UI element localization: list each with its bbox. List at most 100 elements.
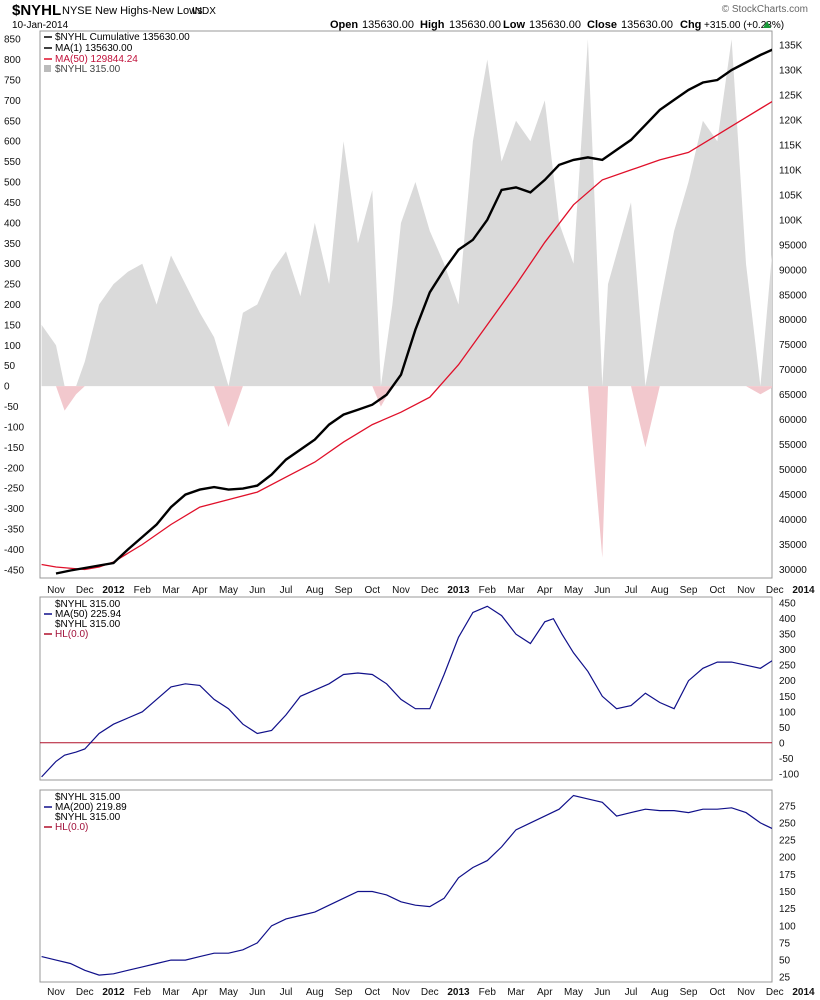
x-tick-label: Jul (625, 987, 638, 998)
ma50-tick-label: 0 (779, 738, 785, 749)
x-tick-label: May (564, 585, 583, 596)
ma50-tick-label: 350 (779, 630, 796, 641)
left-tick-label: 550 (4, 157, 21, 168)
x-tick-label: Nov (47, 585, 65, 596)
ma200-tick-label: 150 (779, 887, 796, 898)
right-tick-label: 65000 (779, 390, 807, 401)
hl-area-positive (41, 39, 772, 387)
chg-value: +315.00 (+0.23%) (704, 20, 784, 31)
ma50-tick-label: 100 (779, 707, 796, 718)
main-hl-area (41, 39, 772, 558)
right-tick-label: 40000 (779, 515, 807, 526)
x-tick-label: Oct (710, 987, 726, 998)
x-tick-label: Sep (680, 987, 698, 998)
x-tick-label: Dec (766, 987, 784, 998)
x-tick-label: 2014 (792, 987, 815, 998)
left-tick-label: -150 (4, 443, 24, 454)
x-axis-main: Nov Dec 2012 Feb Mar Apr May Jun Jul Aug Sep Oct Nov… (47, 585, 815, 596)
right-tick-label: 70000 (779, 365, 807, 376)
x-tick-label: May (219, 987, 238, 998)
right-tick-label: 90000 (779, 265, 807, 276)
x-tick-label: Sep (335, 987, 353, 998)
right-tick-label: 110K (779, 165, 802, 176)
hl-area-negative (41, 386, 772, 558)
x-tick-label: Aug (651, 987, 669, 998)
x-tick-label: 2013 (447, 585, 470, 596)
ma50-tick-label: 250 (779, 661, 796, 672)
ma50-panel-frame (39, 596, 773, 781)
legend-nyhl: $NYHL 315.00 (55, 64, 121, 75)
open-label: Open (330, 19, 358, 31)
close-value: 135630.00 (621, 19, 673, 31)
x-tick-label: Jun (249, 585, 265, 596)
left-tick-label: -50 (4, 402, 19, 413)
left-tick-label: -200 (4, 463, 24, 474)
left-tick-label: -250 (4, 484, 24, 495)
x-tick-label: Nov (47, 987, 65, 998)
left-tick-label: 200 (4, 300, 21, 311)
left-tick-label: 150 (4, 320, 21, 331)
x-tick-label: Dec (76, 987, 94, 998)
right-tick-label: 100K (779, 215, 803, 226)
ma200-tick-label: 275 (779, 801, 796, 812)
ma200-tick-label: 225 (779, 836, 796, 847)
x-tick-label: Feb (479, 585, 497, 596)
x-tick-label: Mar (162, 987, 180, 998)
ma200-tick-label: 50 (779, 956, 791, 967)
x-tick-label: Jun (249, 987, 265, 998)
x-tick-label: Jun (594, 585, 610, 596)
ma200-legend: $NYHL 315.00 MA(200) 219.89 $NYHL 315.00… (44, 792, 127, 833)
x-tick-label: 2012 (102, 987, 125, 998)
ma50-line (41, 100, 772, 571)
legend-cumulative: $NYHL Cumulative 135630.00 (55, 32, 190, 43)
left-tick-label: 500 (4, 178, 21, 189)
x-tick-label: Oct (365, 987, 381, 998)
ma200-tick-label: 75 (779, 938, 791, 949)
chart-symbol: $NYHL (12, 2, 61, 19)
up-triangle-icon (763, 21, 771, 28)
x-tick-label: Sep (680, 585, 698, 596)
p2-legend-ma50: MA(50) 225.94 (55, 609, 122, 620)
x-tick-label: Nov (737, 585, 755, 596)
p2-legend-nyhl2: $NYHL 315.00 (55, 619, 121, 630)
right-tick-label: 80000 (779, 315, 807, 326)
p3-legend-nyhl2: $NYHL 315.00 (55, 812, 121, 823)
x-tick-label: Sep (335, 585, 353, 596)
chart-symbol-name: NYSE New Highs-New Lows (62, 5, 203, 17)
legend-ma50: MA(50) 129844.24 (55, 54, 138, 65)
low-label: Low (503, 19, 525, 31)
left-tick-label: 50 (4, 361, 16, 372)
right-tick-label: 85000 (779, 290, 807, 301)
left-tick-label: 300 (4, 259, 21, 270)
x-tick-label: Apr (192, 585, 208, 596)
x-tick-label: Jul (280, 987, 293, 998)
ma50-tick-label: 50 (779, 723, 791, 734)
x-tick-label: Feb (134, 987, 152, 998)
x-tick-label: Dec (766, 585, 784, 596)
high-label: High (420, 19, 445, 31)
ma200-tick-label: 175 (779, 870, 796, 881)
watermark: © StockCharts.com (722, 4, 808, 15)
x-tick-label: Aug (306, 585, 324, 596)
left-tick-label: 400 (4, 218, 21, 229)
right-tick-label: 130K (779, 66, 803, 77)
x-tick-label: Apr (537, 585, 553, 596)
ma200-tick-label: 200 (779, 853, 796, 864)
open-value: 135630.00 (362, 19, 414, 31)
cumulative-line (55, 48, 772, 575)
ma50-blue-line (41, 605, 772, 778)
main-legend: $NYHL Cumulative 135630.00 MA(1) 135630.… (44, 32, 190, 75)
left-tick-label: 700 (4, 96, 21, 107)
ma50-tick-label: -100 (779, 769, 799, 780)
left-tick-label: 650 (4, 116, 21, 127)
left-tick-label: 250 (4, 280, 21, 291)
x-tick-label: Mar (162, 585, 180, 596)
x-tick-label: Mar (507, 987, 525, 998)
x-tick-label: Apr (192, 987, 208, 998)
ma50-tick-label: 400 (779, 614, 796, 625)
main-left-axis: 8508007507006506005505004504003503002502… (4, 35, 24, 577)
p2-legend-hl: HL(0.0) (55, 629, 88, 640)
ma50-tick-label: -50 (779, 754, 794, 765)
ma200-panel-lines (41, 794, 772, 976)
x-tick-label: 2013 (447, 987, 470, 998)
